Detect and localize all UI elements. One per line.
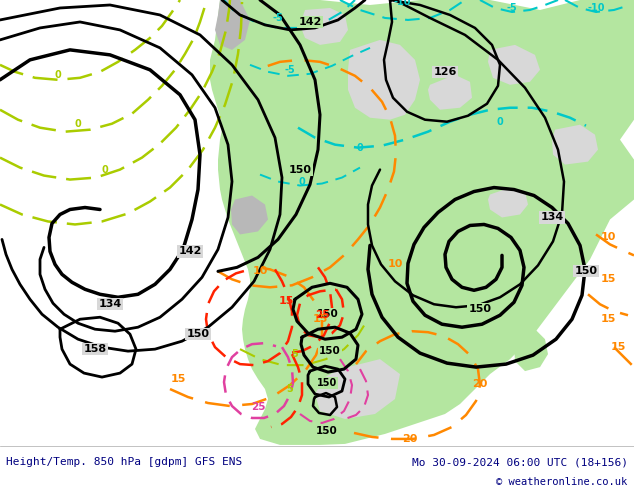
Text: 150: 150 [186,329,209,339]
Polygon shape [428,75,472,110]
Text: 15: 15 [611,342,626,352]
Text: 0: 0 [299,176,306,187]
Polygon shape [552,124,598,165]
Text: 142: 142 [178,246,202,256]
Text: 5: 5 [292,349,299,359]
Polygon shape [210,0,634,445]
Polygon shape [231,196,268,234]
Text: 0: 0 [75,119,81,129]
Text: 0: 0 [101,165,108,174]
Polygon shape [300,8,348,45]
Text: 126: 126 [433,67,456,77]
Text: 142: 142 [299,17,321,27]
Text: © weatheronline.co.uk: © weatheronline.co.uk [496,477,628,487]
Polygon shape [348,40,420,120]
Text: 10: 10 [600,232,616,243]
Polygon shape [315,359,400,419]
Text: 15: 15 [600,274,616,284]
Text: 150: 150 [288,165,311,174]
Text: 5: 5 [287,384,294,394]
Text: 0: 0 [55,70,61,80]
Polygon shape [488,188,528,218]
Text: 10: 10 [252,267,268,276]
Polygon shape [288,339,390,419]
Text: -5: -5 [285,65,295,75]
Text: 134: 134 [540,213,564,222]
Polygon shape [215,0,250,50]
Text: 158: 158 [84,344,107,354]
Text: Height/Temp. 850 hPa [gdpm] GFS ENS: Height/Temp. 850 hPa [gdpm] GFS ENS [6,457,243,467]
Polygon shape [488,45,540,85]
Text: 150: 150 [317,309,339,319]
Text: 150: 150 [319,346,341,356]
Text: 0: 0 [496,117,503,127]
Text: 0: 0 [356,143,363,153]
Text: 15: 15 [600,314,616,324]
Text: 150: 150 [316,426,338,436]
Text: 25: 25 [251,402,265,412]
Text: 10: 10 [387,259,403,270]
Text: 15: 15 [278,296,294,306]
Text: -5: -5 [507,3,517,13]
Text: 15: 15 [171,374,186,384]
Text: 150: 150 [469,304,491,314]
Text: -5: -5 [273,13,283,23]
Text: Mo 30-09-2024 06:00 UTC (18+156): Mo 30-09-2024 06:00 UTC (18+156) [411,457,628,467]
Text: 150: 150 [317,378,337,388]
Text: 25: 25 [314,310,329,320]
Text: 20: 20 [403,434,418,444]
Text: 20: 20 [472,379,488,389]
Text: -10: -10 [393,0,411,7]
Text: 15: 15 [313,314,328,324]
Text: 150: 150 [574,267,597,276]
Polygon shape [514,329,548,371]
Text: 134: 134 [98,299,122,309]
Text: -10: -10 [587,3,605,13]
